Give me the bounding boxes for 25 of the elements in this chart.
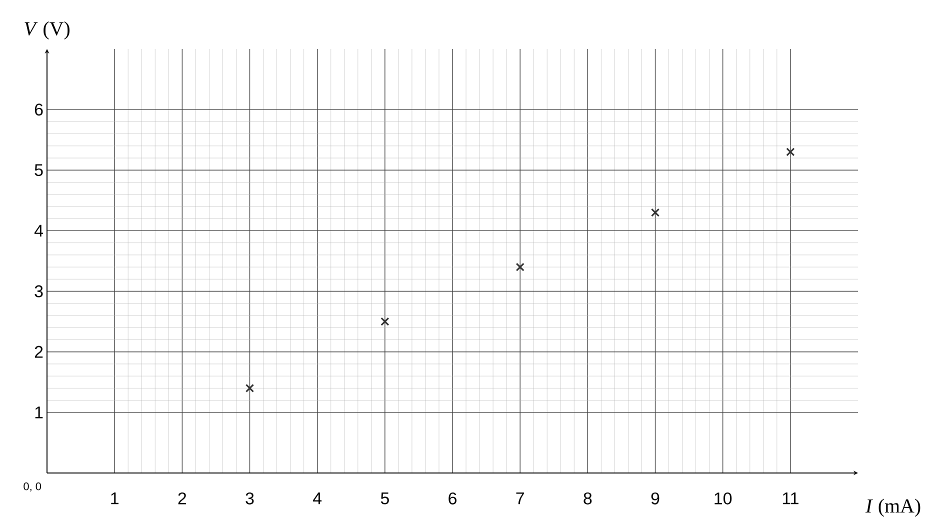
x-tick-label: 2 xyxy=(178,492,186,504)
x-tick-label: 3 xyxy=(246,492,254,504)
y-tick-label: 1 xyxy=(35,406,43,418)
point xyxy=(650,208,660,217)
x-tick-label: 8 xyxy=(584,492,592,504)
y-tick-label: 6 xyxy=(34,104,43,116)
point xyxy=(380,317,390,326)
x-tick-label: 1 xyxy=(111,492,118,504)
y-tick-label: 2 xyxy=(34,346,43,358)
y-axis-title: V (V) xyxy=(24,21,70,40)
y-tick-label: 4 xyxy=(34,224,43,237)
x-tick-label: 11 xyxy=(782,492,798,504)
x-tick-label: 10 xyxy=(714,492,732,504)
x-tick-label: 7 xyxy=(516,492,524,504)
text: 0, 0 xyxy=(24,482,42,492)
x-tick-label: 5 xyxy=(380,492,389,504)
x-tick-label: 6 xyxy=(448,492,456,504)
point xyxy=(516,262,524,272)
point xyxy=(245,384,254,393)
y-tick-label: 3 xyxy=(34,285,43,298)
x-tick-label: 9 xyxy=(651,492,660,504)
y-tick-label: 5 xyxy=(34,164,43,176)
x-axis-title: I (mA) xyxy=(865,498,920,517)
x-tick-label: 4 xyxy=(313,492,322,504)
point xyxy=(786,148,795,156)
